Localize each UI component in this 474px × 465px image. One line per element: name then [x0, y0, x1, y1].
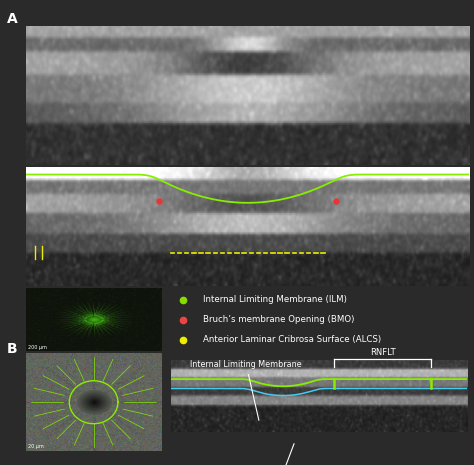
Text: B: B: [7, 342, 18, 356]
Text: 20 µm: 20 µm: [28, 444, 44, 449]
Text: 200 µm: 200 µm: [28, 345, 47, 350]
Text: RNFLT: RNFLT: [370, 348, 395, 357]
Text: Bruch’s membrane Opening (BMO): Bruch’s membrane Opening (BMO): [203, 315, 355, 324]
Text: Anterior Laminar Cribrosa Surface (ALCS): Anterior Laminar Cribrosa Surface (ALCS): [203, 335, 382, 344]
Text: Internal Limiting Membrane (ILM): Internal Limiting Membrane (ILM): [203, 295, 347, 304]
Text: A: A: [7, 12, 18, 26]
Text: Outer NFL Boundary: Outer NFL Boundary: [239, 444, 321, 465]
Text: Internal Limiting Membrane: Internal Limiting Membrane: [191, 360, 302, 420]
